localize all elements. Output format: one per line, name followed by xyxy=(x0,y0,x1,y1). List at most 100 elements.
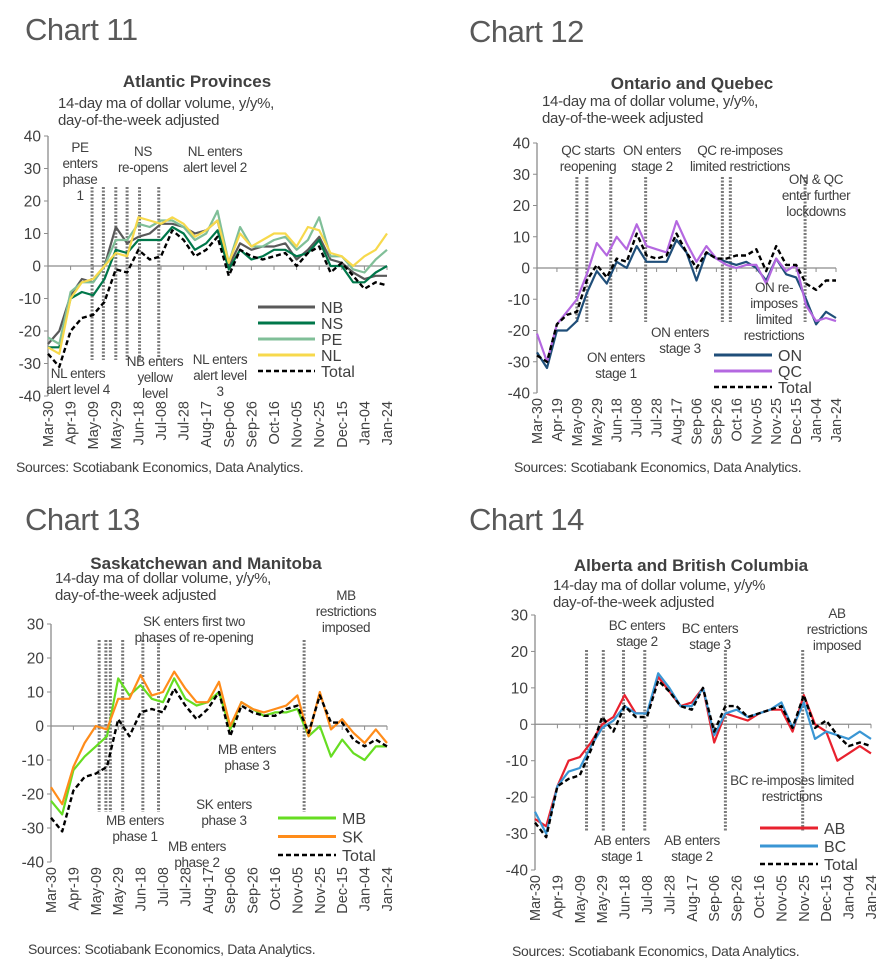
x-tick-label: Aug-17 xyxy=(201,867,217,914)
x-tick-label: Oct-16 xyxy=(729,398,745,442)
y-tick-label: -20 xyxy=(22,787,45,804)
y-tick-label: -10 xyxy=(22,753,45,770)
chart-number-label: Chart 14 xyxy=(469,502,584,537)
x-tick-label: Jul-08 xyxy=(154,401,170,441)
x-tick-label: Aug-17 xyxy=(199,401,215,448)
y-tick-label: 20 xyxy=(513,198,531,215)
chart-panel-14: Chart 14 Alberta and British Columbia 14-d… xyxy=(444,484,888,969)
series-line-total xyxy=(536,232,836,363)
source-note: Sources: Scotiabank Economics, Data Anal… xyxy=(512,943,800,959)
event-annotation: SK enters first two phases of re-opening xyxy=(134,614,254,645)
legend-label-total: Total xyxy=(778,380,812,397)
series-line-total xyxy=(47,229,388,368)
y-tick-label: 0 xyxy=(35,719,44,736)
y-tick-label: 30 xyxy=(511,608,529,625)
x-tick-label: Apr-19 xyxy=(550,875,566,919)
event-annotation: ON enters stage 1 xyxy=(587,350,645,381)
y-tick-label: 10 xyxy=(511,680,529,697)
x-tick-label: May-29 xyxy=(595,875,611,923)
x-tick-label: Nov-25 xyxy=(769,398,785,445)
chart-title: Atlantic Provinces xyxy=(122,72,272,91)
x-tick-label: Jul-08 xyxy=(640,875,656,915)
x-tick-label: Jan-04 xyxy=(842,875,858,919)
x-tick-label: Mar-30 xyxy=(44,867,60,913)
x-tick-label: Sep-26 xyxy=(244,401,260,448)
x-tick-label: Jan-04 xyxy=(358,867,374,911)
y-tick-label: -40 xyxy=(22,855,45,872)
event-annotation: AB enters stage 1 xyxy=(594,833,650,864)
event-annotation: AB enters stage 2 xyxy=(664,833,720,864)
chart-subtitle: 14-day ma of dollar volume, y/y%, day-of… xyxy=(55,570,272,604)
x-tick-label: Aug-17 xyxy=(685,875,701,922)
legend-label-nb: NB xyxy=(321,300,343,317)
legend-label-on: ON xyxy=(778,348,802,365)
x-tick-label: May-29 xyxy=(111,867,127,915)
y-tick-label: -30 xyxy=(508,354,531,371)
x-tick-label: Jan-24 xyxy=(829,398,845,442)
x-tick-label: Jul-28 xyxy=(650,398,666,438)
chart-subtitle: 14-day ma of dollar volume, y/y%, day-of… xyxy=(58,95,275,129)
chart-number-label: Chart 12 xyxy=(469,14,584,49)
x-tick-label: Nov-05 xyxy=(749,398,765,445)
x-tick-label: Jul-08 xyxy=(156,867,172,907)
source-note: Sources: Scotiabank Economics, Data Anal… xyxy=(16,459,304,475)
x-tick-label: Sep-06 xyxy=(223,867,239,914)
legend-label-total: Total xyxy=(824,857,858,874)
x-tick-label: Apr-19 xyxy=(550,398,566,442)
x-tick-label: Nov-05 xyxy=(774,875,790,922)
y-tick-label: -30 xyxy=(506,826,529,843)
y-tick-label: -30 xyxy=(19,356,42,373)
y-tick-label: -40 xyxy=(508,386,531,403)
event-annotation: ON re- imposes limited restrictions xyxy=(743,280,805,343)
legend-label-bc: BC xyxy=(824,839,846,856)
event-annotation: BC enters stage 3 xyxy=(681,621,739,652)
chart-subtitle: 14-day ma of dollar volume, y/y% day-of-… xyxy=(553,577,766,611)
x-tick-label: Dec-15 xyxy=(789,398,805,445)
x-tick-label: Dec-15 xyxy=(335,401,351,448)
event-annotation: NB enters yellow level xyxy=(126,354,184,401)
y-tick-label: -10 xyxy=(508,292,531,309)
y-tick-label: 20 xyxy=(24,194,42,211)
x-tick-label: May-09 xyxy=(570,398,586,446)
x-tick-label: Nov-25 xyxy=(797,875,813,922)
event-annotation: SK enters phase 3 xyxy=(196,797,252,828)
x-tick-label: Nov-05 xyxy=(290,867,306,914)
x-tick-label: Jun-18 xyxy=(134,867,150,911)
event-annotation: AB restrictions imposed xyxy=(806,606,868,653)
y-tick-label: -20 xyxy=(506,790,529,807)
x-tick-label: Jun-18 xyxy=(610,398,626,442)
x-tick-label: May-09 xyxy=(86,401,102,449)
event-annotation: MB enters phase 1 xyxy=(106,813,164,844)
chart-number-label: Chart 11 xyxy=(25,12,138,47)
legend-label-sk: SK xyxy=(342,830,364,847)
x-tick-label: May-29 xyxy=(590,398,606,446)
y-tick-label: 0 xyxy=(32,259,41,276)
chart-title: Ontario and Quebec xyxy=(610,74,774,93)
x-tick-label: Oct-16 xyxy=(268,867,284,911)
x-tick-label: Jan-04 xyxy=(357,401,373,445)
source-note: Sources: Scotiabank Economics, Data Anal… xyxy=(28,941,316,957)
event-annotation: QC starts reopening xyxy=(559,143,617,174)
y-tick-label: -20 xyxy=(508,323,531,340)
x-tick-label: Dec-15 xyxy=(819,875,835,922)
x-tick-label: Nov-25 xyxy=(312,401,328,448)
y-tick-label: 30 xyxy=(27,617,45,634)
y-tick-label: -10 xyxy=(19,291,42,308)
legend-label-ab: AB xyxy=(824,821,845,838)
x-tick-label: Jan-24 xyxy=(864,875,880,919)
y-tick-label: -10 xyxy=(506,753,529,770)
event-annotation: PE enters phase 1 xyxy=(62,140,98,203)
legend-label-total: Total xyxy=(321,364,355,381)
event-annotation: MB enters phase 2 xyxy=(168,839,226,870)
x-tick-label: Jul-08 xyxy=(630,398,646,438)
x-tick-label: May-09 xyxy=(89,867,105,915)
x-tick-label: Jan-04 xyxy=(809,398,825,442)
chart-panel-11: Chart 11 Atlantic Provinces 14-day ma of d… xyxy=(0,0,444,485)
event-annotation: ON enters stage 2 xyxy=(623,143,681,174)
event-annotation: MB enters phase 3 xyxy=(218,742,276,773)
chart-number-label: Chart 13 xyxy=(25,502,140,537)
event-annotation: QC re-imposes limited restrictions xyxy=(689,143,791,174)
y-tick-label: 10 xyxy=(27,685,45,702)
x-tick-label: Apr-19 xyxy=(66,867,82,911)
